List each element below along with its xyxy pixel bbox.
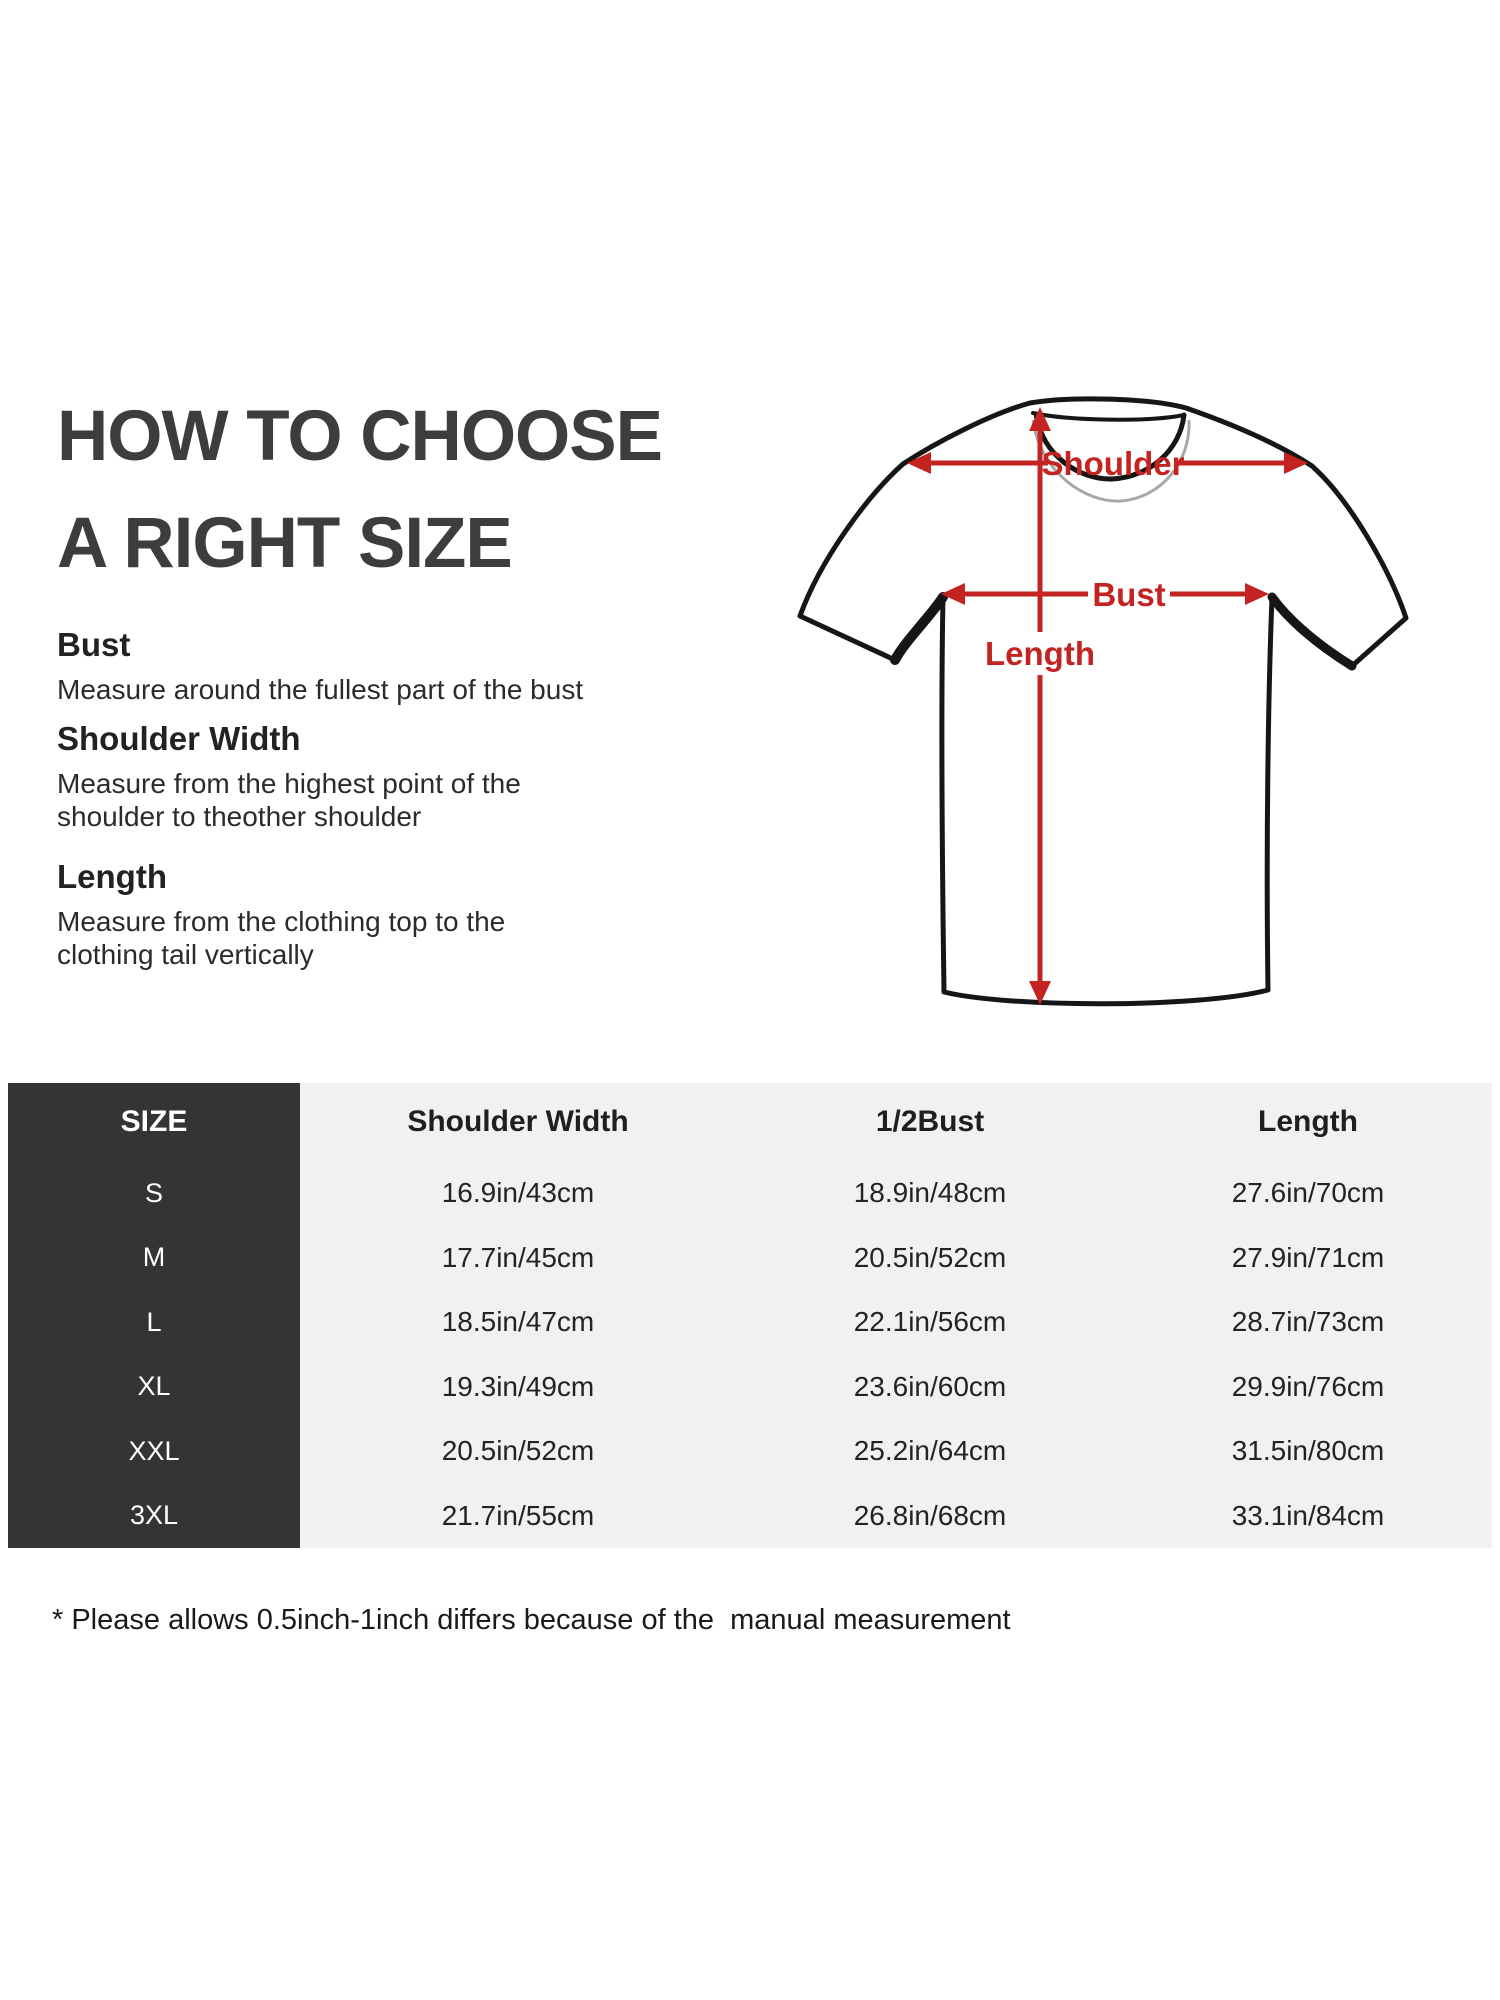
size-table-header-size: SIZE xyxy=(8,1083,300,1161)
size-table-row-size: XL xyxy=(8,1354,300,1419)
size-table-header-shoulder-width: Shoulder Width xyxy=(407,1105,629,1138)
instruction-bust-heading: Bust xyxy=(57,626,131,663)
tshirt-outline-icon xyxy=(797,396,1409,1007)
size-table-cell: 27.9in/71cm xyxy=(1231,1241,1385,1273)
instruction-length: Length Measure from the clothing top to … xyxy=(57,858,617,971)
shoulder-arrow-label: Shoulder xyxy=(1041,445,1184,482)
size-table-header-half-bust: 1/2Bust xyxy=(875,1105,985,1138)
instruction-length-description: Measure from the clothing top to the clo… xyxy=(57,906,506,970)
instruction-shoulder-width: Shoulder Width Measure from the highest … xyxy=(57,720,617,833)
size-table: SIZE Shoulder Width 1/2Bust Length S 16.… xyxy=(8,1083,1492,1548)
instruction-length-heading: Length xyxy=(57,858,167,895)
size-table-cell: 18.9in/48cm xyxy=(853,1177,1007,1209)
page-title: HOW TO CHOOSE A RIGHT SIZE xyxy=(57,383,663,597)
size-table-row-size: L xyxy=(8,1290,300,1355)
size-table-cell: 29.9in/76cm xyxy=(1231,1370,1385,1402)
size-table-row-size: 3XL xyxy=(8,1483,300,1548)
instruction-shoulder-heading: Shoulder Width xyxy=(57,720,301,757)
instruction-shoulder-description: Measure from the highest point of the sh… xyxy=(57,768,521,832)
size-table-cell: 33.1in/84cm xyxy=(1231,1499,1385,1531)
size-table-cell: 17.7in/45cm xyxy=(441,1241,595,1273)
size-table-cell: 16.9in/43cm xyxy=(441,1177,595,1209)
page-title-line2: A RIGHT SIZE xyxy=(57,504,513,583)
size-table-row-size: M xyxy=(8,1225,300,1290)
instruction-bust-description: Measure around the fullest part of the b… xyxy=(57,674,584,705)
size-table-cell: 20.5in/52cm xyxy=(441,1435,595,1467)
size-table-cell: 28.7in/73cm xyxy=(1231,1306,1385,1338)
size-table-cell: 20.5in/52cm xyxy=(853,1241,1007,1273)
length-arrow-label: Length xyxy=(985,635,1095,672)
page-title-line1: HOW TO CHOOSE xyxy=(57,397,663,476)
size-table-cell: 23.6in/60cm xyxy=(853,1370,1007,1402)
size-table-cell: 26.8in/68cm xyxy=(853,1499,1007,1531)
size-table-cell: 31.5in/80cm xyxy=(1231,1435,1385,1467)
tshirt-measurement-diagram: Shoulder Bust Length xyxy=(797,396,1409,1007)
instruction-bust: Bust Measure around the fullest part of … xyxy=(57,626,617,706)
collar-shadow-line xyxy=(1031,419,1191,503)
size-table-cell: 21.7in/55cm xyxy=(441,1499,595,1531)
size-table-cell: 19.3in/49cm xyxy=(441,1370,595,1402)
size-table-cell: 27.6in/70cm xyxy=(1231,1177,1385,1209)
size-table-cell: 25.2in/64cm xyxy=(853,1435,1007,1467)
size-table-cell: 22.1in/56cm xyxy=(853,1306,1007,1338)
size-table-row-size: XXL xyxy=(8,1419,300,1484)
size-table-cell: 18.5in/47cm xyxy=(441,1306,595,1338)
bust-arrow-label: Bust xyxy=(1092,576,1165,613)
measurement-disclaimer: * Please allows 0.5inch-1inch differs be… xyxy=(52,1604,1011,1636)
measurement-arrows xyxy=(907,407,1308,1005)
size-table-header-length: Length xyxy=(1258,1105,1358,1138)
size-table-row-size: S xyxy=(8,1161,300,1226)
